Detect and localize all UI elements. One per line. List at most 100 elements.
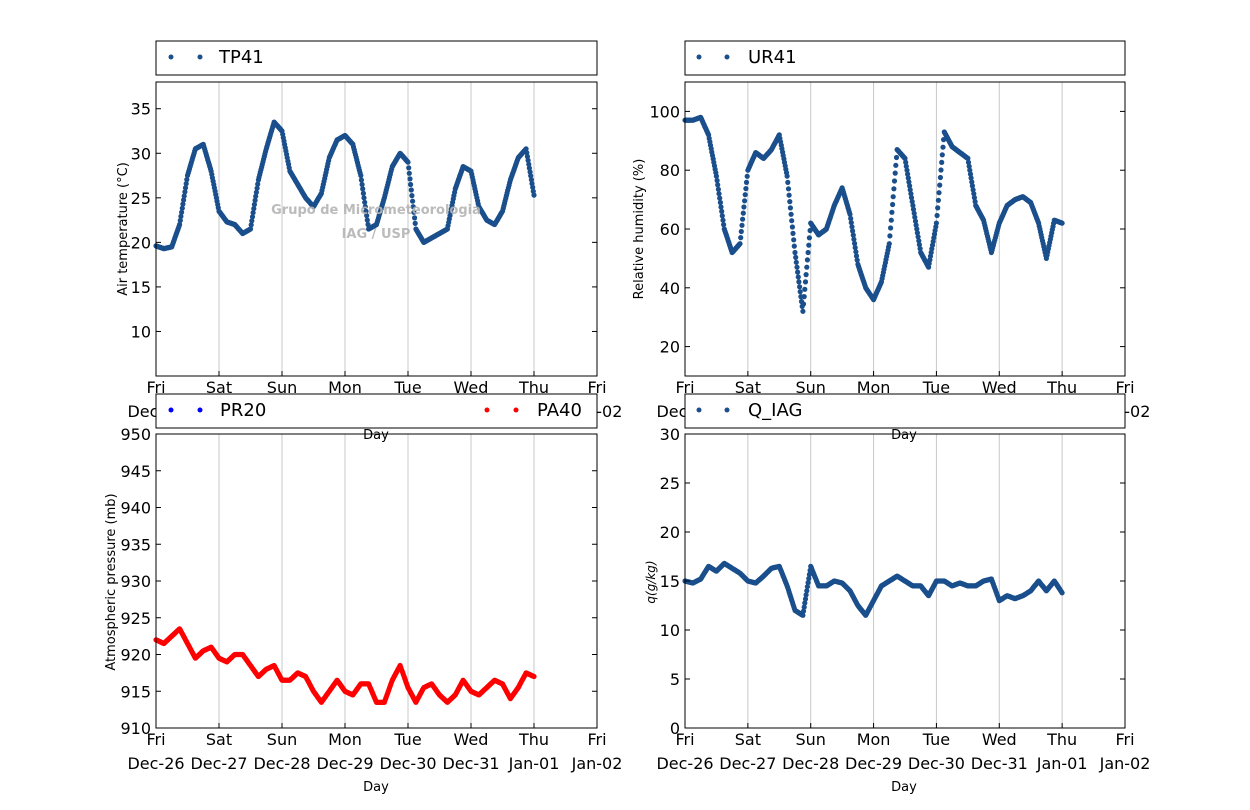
data-point — [411, 209, 417, 215]
y-axis-label: Relative humidity (%) — [632, 159, 647, 300]
data-point — [938, 167, 944, 173]
data-point — [715, 186, 722, 192]
data-point — [742, 198, 748, 204]
data-point — [410, 204, 416, 210]
data-point — [796, 279, 802, 285]
data-point — [412, 220, 418, 226]
data-point — [182, 189, 188, 195]
data-point — [364, 217, 370, 223]
x-tick-label-date: Dec-26 — [656, 754, 713, 773]
data-point — [410, 198, 416, 204]
x-tick-label-date: Jan-02 — [1099, 754, 1151, 773]
x-axis-label: Day — [891, 428, 917, 443]
y-tick-label: 20 — [660, 523, 680, 542]
y-tick-label: 25 — [131, 189, 151, 208]
y-tick-label: 20 — [131, 233, 151, 252]
data-point — [247, 226, 254, 232]
legend-marker-icon — [513, 407, 519, 413]
legend-box — [155, 393, 598, 429]
data-point — [358, 177, 364, 183]
data-point — [917, 246, 923, 252]
data-point — [744, 173, 750, 179]
data-point — [531, 192, 537, 198]
data-point — [971, 195, 978, 201]
x-tick-label-day: Tue — [393, 378, 421, 397]
data-point — [906, 179, 912, 185]
legend-label-ur41: UR41 — [748, 47, 797, 68]
y-axis-label: Air temperature (°C) — [116, 162, 131, 296]
legend-marker-icon — [197, 54, 203, 60]
data-point — [853, 253, 860, 259]
x-tick-label-day: Mon — [857, 378, 891, 397]
data-point — [182, 185, 189, 191]
data-point — [528, 173, 534, 179]
data-point — [251, 206, 257, 212]
y-axis-ticks: 0 5 10 15 20 25 30 — [660, 425, 1125, 738]
x-tick-label-day: Fri — [675, 378, 694, 397]
data-point — [251, 201, 257, 208]
data-point — [249, 214, 256, 220]
x-tick-label-date: Jan-02 — [571, 754, 623, 773]
data-points-pa40 — [153, 626, 537, 705]
data-point — [743, 179, 750, 185]
data-point — [852, 240, 858, 247]
y-tick-label: 930 — [120, 572, 151, 591]
data-points-ur41 — [682, 114, 1065, 314]
data-point — [888, 217, 894, 223]
y-tick-label: 915 — [120, 682, 151, 701]
data-point — [851, 236, 857, 242]
x-tick-label-day: Sat — [206, 378, 232, 397]
y-tick-label: 80 — [660, 161, 680, 180]
y-tick-label: 910 — [120, 719, 151, 738]
data-point — [360, 190, 366, 196]
x-axis-label: Day — [891, 780, 917, 795]
x-tick-label-day: Sun — [267, 730, 297, 749]
data-point — [792, 249, 798, 256]
data-point — [914, 230, 921, 236]
data-point — [888, 225, 894, 231]
y-tick-label: 35 — [131, 100, 151, 119]
y-tick-label: 100 — [649, 102, 680, 121]
plot-frame — [155, 81, 598, 377]
data-point — [743, 186, 749, 192]
data-point — [715, 182, 721, 188]
data-point — [409, 193, 415, 199]
x-tick-label-day: Tue — [922, 730, 950, 749]
x-tick-label-day: Sat — [206, 730, 232, 749]
x-tick-label-date: Dec-31 — [971, 754, 1028, 773]
x-tick-label-day: Wed — [454, 730, 489, 749]
data-point — [903, 163, 909, 169]
data-point — [893, 154, 900, 161]
data-point — [406, 170, 412, 176]
y-axis-label: q(g/kg) — [644, 560, 658, 603]
data-point — [937, 182, 943, 188]
data-point — [804, 584, 811, 590]
x-tick-label-day: Fri — [146, 378, 165, 397]
data-point — [181, 197, 187, 203]
y-axis-ticks: 20 40 60 80 100 — [649, 102, 1125, 357]
data-point — [804, 264, 810, 270]
x-tick-label-day: Fri — [1115, 378, 1134, 397]
x-axis-label: Day — [363, 428, 389, 443]
data-point — [916, 238, 922, 244]
data-point — [248, 222, 254, 228]
data-point — [967, 171, 974, 177]
data-point — [408, 181, 414, 188]
data-point — [254, 185, 260, 191]
watermark-line-2: IAG / USP — [342, 227, 411, 242]
y-tick-label: 30 — [660, 425, 680, 444]
panel-specific-humidity: 0 5 10 15 20 25 30 Fri Dec-26 Sat Dec-27 Sun Dec-28… — [644, 393, 1151, 795]
data-point — [934, 212, 940, 219]
data-point — [716, 191, 722, 197]
y-tick-label: 15 — [660, 572, 680, 591]
x-tick-label-date: Dec-29 — [845, 754, 902, 773]
data-point — [806, 235, 813, 241]
legend-box — [684, 393, 1126, 429]
x-tick-label-day: Fri — [675, 730, 694, 749]
data-point — [741, 204, 747, 210]
x-tick-label-day: Sun — [795, 378, 825, 397]
x-tick-label-date: Dec-31 — [442, 754, 499, 773]
data-point — [972, 199, 978, 205]
data-point — [800, 612, 806, 618]
data-point — [406, 165, 412, 171]
